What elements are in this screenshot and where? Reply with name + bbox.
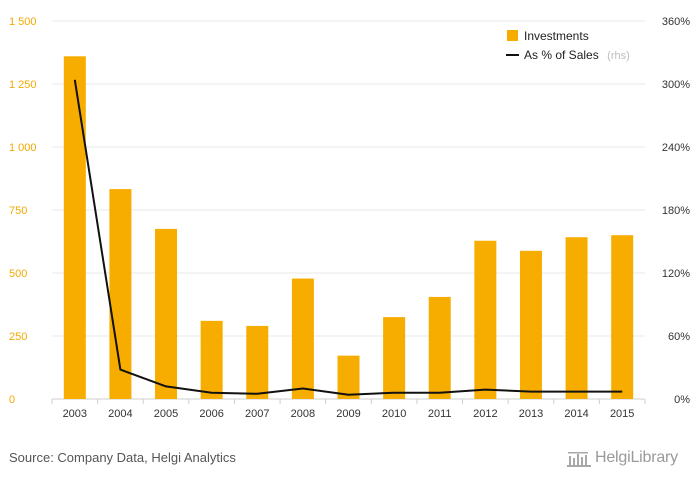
x-tick-label: 2008 xyxy=(291,408,315,420)
x-tick-label: 2007 xyxy=(245,408,269,420)
legend: Investments As % of Sales (rhs) xyxy=(506,29,630,63)
bar-2006 xyxy=(200,320,223,399)
legend-swatch-investments xyxy=(507,30,518,41)
left-tick-label: 500 xyxy=(9,268,27,280)
bar-2007 xyxy=(246,325,269,399)
bar-2011 xyxy=(428,296,451,399)
library-building-icon xyxy=(567,452,591,467)
left-tick-label: 1 000 xyxy=(9,142,37,154)
x-tick-label: 2015 xyxy=(610,408,634,420)
right-tick-label: 0% xyxy=(674,394,690,406)
right-tick-label: 120% xyxy=(662,268,690,280)
x-tick-label: 2012 xyxy=(473,408,497,420)
right-tick-label: 180% xyxy=(662,205,690,217)
legend-label-investments: Investments xyxy=(524,29,589,43)
left-tick-label: 1 500 xyxy=(9,16,37,28)
x-tick-label: 2011 xyxy=(428,408,452,420)
bar-2008 xyxy=(291,278,314,399)
left-tick-label: 1 250 xyxy=(9,79,37,91)
sales-ratio-line xyxy=(73,79,623,396)
right-tick-label: 300% xyxy=(662,79,690,91)
right-axis-ticks: 0% 60% 120% 180% 240% 300% 360% xyxy=(662,16,690,406)
right-tick-label: 360% xyxy=(662,16,690,28)
x-tick-label: 2010 xyxy=(382,408,406,420)
bar-2009 xyxy=(337,355,360,399)
x-tick-label: 2005 xyxy=(154,408,178,420)
left-axis-ticks: 0 250 500 750 1 000 1 250 1 500 xyxy=(9,16,37,406)
bar-2010 xyxy=(383,317,406,399)
x-tick-label: 2006 xyxy=(199,408,223,420)
legend-label-sales-ratio-text: As % of Sales xyxy=(524,48,599,62)
left-tick-label: 0 xyxy=(9,394,15,406)
x-tick-label: 2014 xyxy=(564,408,588,420)
x-tick-label: 2003 xyxy=(63,408,87,420)
x-axis-ticks: 2003 2004 2005 2006 2007 2008 2009 2010 2011 2012… xyxy=(63,408,635,420)
x-tick-label: 2009 xyxy=(336,408,360,420)
right-tick-label: 240% xyxy=(662,142,690,154)
bar-2004 xyxy=(109,189,132,399)
gridlines xyxy=(51,20,646,404)
bar-2013 xyxy=(519,250,542,399)
bar-2015 xyxy=(611,235,634,399)
x-tick-label: 2004 xyxy=(108,408,132,420)
left-tick-label: 750 xyxy=(9,205,27,217)
logo-text: HelgiLibrary xyxy=(595,449,678,466)
source-note: Source: Company Data, Helgi Analytics xyxy=(9,450,236,465)
bar-2005 xyxy=(155,228,178,399)
legend-label-sales-ratio: As % of Sales (rhs) xyxy=(524,46,630,63)
right-tick-label: 60% xyxy=(668,331,690,343)
legend-note-rhs: (rhs) xyxy=(607,50,630,62)
bar-2012 xyxy=(474,240,497,399)
bar-2003 xyxy=(63,56,86,399)
bar-2014 xyxy=(565,237,588,399)
left-tick-label: 250 xyxy=(9,331,27,343)
x-tick-label: 2013 xyxy=(519,408,543,420)
chart-svg: 0 250 500 750 1 000 1 250 1 500 0% 60% 120% 180% 2… xyxy=(9,16,690,420)
helgi-library-logo: HelgiLibrary xyxy=(566,448,678,468)
investment-bars xyxy=(63,56,634,399)
